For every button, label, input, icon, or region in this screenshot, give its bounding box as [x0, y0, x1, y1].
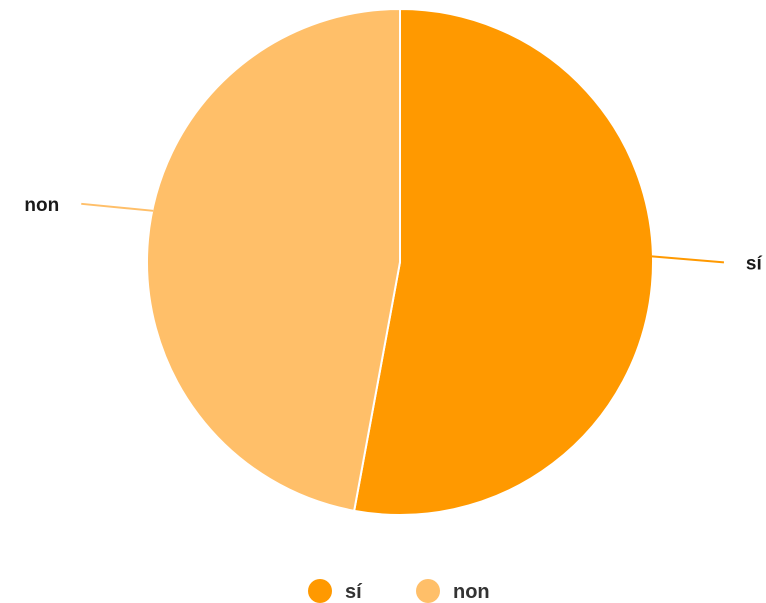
leader-line-0 [651, 255, 725, 264]
slice-label-1: non [24, 195, 59, 216]
leader-lines [81, 202, 725, 264]
leader-line-1 [81, 202, 154, 212]
legend-label-0: sí [345, 581, 363, 603]
pie-slices [146, 7, 654, 516]
legend-swatch-1 [416, 579, 440, 603]
slice-label-0: sí [746, 253, 763, 274]
legend: sí non [308, 579, 490, 603]
pie-slice-1 [146, 7, 401, 512]
legend-label-1: non [453, 581, 490, 603]
slice-labels: sí non [24, 195, 762, 275]
pie-slice-0 [352, 7, 654, 516]
legend-swatch-0 [308, 579, 332, 603]
